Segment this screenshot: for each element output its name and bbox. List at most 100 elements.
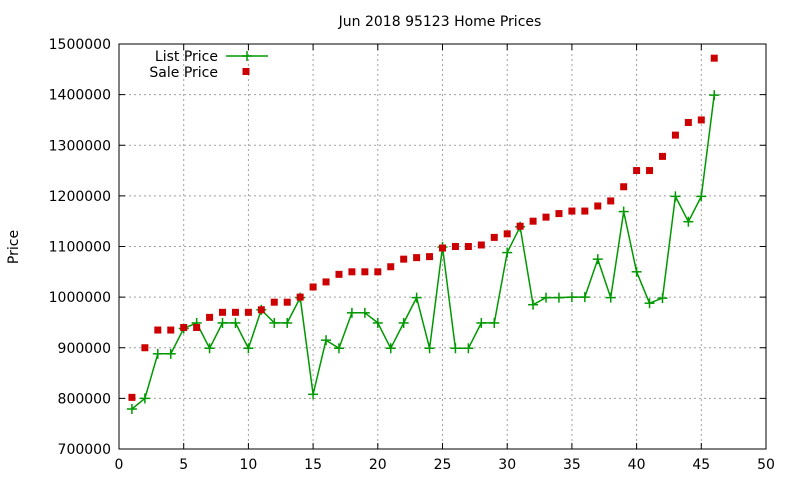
sale-price-point [154,326,162,334]
x-tick-label: 30 [498,457,516,473]
list-price-point [204,343,215,354]
list-price-line [131,95,715,410]
sale-price-point [439,244,446,252]
sale-price-point [296,293,304,301]
list-price-point [657,293,668,304]
y-tick-label: 1000000 [49,290,111,306]
list-price-point [126,404,137,415]
sale-price-point [671,131,679,139]
y-tick-label: 800000 [58,391,111,407]
sale-price-point [257,306,265,314]
sale-price-point [490,233,498,241]
sale-price-point [529,217,537,225]
sale-price-point [322,278,330,286]
x-tick-label: 20 [369,457,387,473]
x-tick-label: 10 [239,457,257,473]
list-price-point [696,191,707,202]
legend-label-list-price: List Price [155,49,218,65]
x-tick-label: 50 [757,457,775,473]
list-price-point [333,343,344,354]
sale-price-point [542,213,550,221]
list-price-point [579,292,590,303]
list-price-point [476,317,487,328]
sale-price-point [477,241,485,249]
list-price-point [605,292,616,303]
x-tick-label: 40 [628,457,646,473]
list-price-point [152,348,163,359]
list-price-point [346,307,357,318]
sale-price-point [206,313,214,321]
legend: List Price Sale Price [149,49,268,81]
legend-label-sale-price: Sale Price [149,65,218,81]
sale-price-point [633,167,641,175]
sale-price-point [270,298,278,306]
sale-price-point [658,152,666,160]
sale-price-point [141,344,149,352]
list-price-point [463,343,474,354]
series-lines [131,95,715,410]
y-tick-label: 700000 [58,442,111,458]
sale-price-point [594,202,602,210]
axis-ticks: 0 5 10 15 20 25 30 35 40 45 50 700000 800000 900000 10… [49,37,775,473]
y-tick-label: 900000 [58,341,111,357]
sale-price-point [646,167,654,175]
y-tick-label: 1500000 [49,37,111,53]
list-price-point [359,307,370,318]
sale-price-point [620,183,628,191]
legend-marker-sale-price [242,68,250,75]
x-tick-label: 45 [692,457,710,473]
y-axis-label: Price [6,230,22,264]
sale-price-point [335,270,343,278]
chart-title: Jun 2018 95123 Home Prices [338,14,542,30]
list-price-point [541,292,552,303]
list-price-point [670,191,681,202]
x-tick-label: 5 [179,457,188,473]
y-tick-label: 1100000 [49,240,111,256]
x-tick-label: 0 [115,457,124,473]
plot-frame [118,43,767,450]
list-price-point [308,389,319,400]
list-price-point [683,216,694,227]
list-price-point [282,317,293,328]
sale-price-point [451,243,459,250]
y-tick-label: 1400000 [49,88,111,104]
sale-price-point [231,308,239,316]
list-price-point [644,298,655,309]
list-price-point [243,343,254,354]
list-price-point [618,206,629,217]
list-price-point [372,317,383,328]
list-price-point [450,343,461,354]
sale-price-point [516,222,524,230]
sale-price-point [283,298,291,306]
list-price-point [411,292,422,303]
list-price-point [528,299,539,310]
y-tick-label: 1200000 [49,189,111,205]
sale-price-point [413,254,421,262]
legend-marker-list-price [242,51,252,61]
list-price-point [139,393,150,404]
list-price-point [165,348,176,359]
list-price-point [269,317,280,328]
sale-price-point [193,324,201,331]
x-tick-label: 25 [434,457,452,473]
list-price-point [631,266,642,277]
sale-price-point [180,324,188,331]
x-tick-label: 15 [304,457,322,473]
sale-price-point [503,230,511,238]
sale-price-point [710,54,718,62]
list-price-point [321,335,332,346]
list-price-point [230,317,241,328]
y-tick-label: 1300000 [49,138,111,154]
sale-price-point [167,326,175,334]
sale-price-point [581,207,589,215]
sale-price-point [464,243,472,250]
sale-price-point [400,255,408,263]
sale-price-point [361,268,369,276]
list-price-point [709,90,720,101]
sale-price-point [555,210,563,218]
sale-price-point [684,118,692,126]
list-price-point [502,247,513,258]
list-price-point [217,317,228,328]
sale-price-point [348,268,356,276]
